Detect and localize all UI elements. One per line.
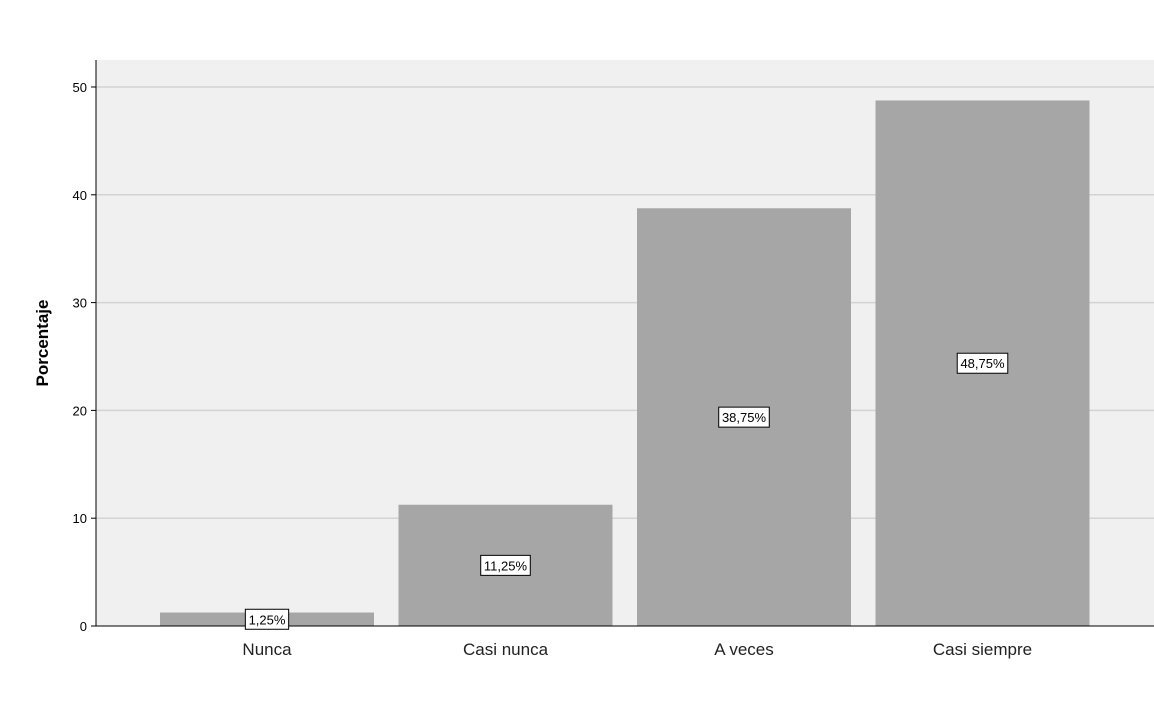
data-label: 48,75% xyxy=(956,352,1009,374)
x-category-label: A veces xyxy=(714,640,774,659)
y-tick-label: 50 xyxy=(73,80,87,95)
data-label: 1,25% xyxy=(244,608,290,630)
x-category-label: Nunca xyxy=(242,640,292,659)
data-label-box xyxy=(718,406,770,428)
data-label: 38,75% xyxy=(718,406,770,428)
y-tick-label: 40 xyxy=(73,188,87,203)
data-label-box xyxy=(480,554,531,576)
x-category-label: Casi siempre xyxy=(933,640,1032,659)
data-label: 11,25% xyxy=(480,554,531,576)
y-axis-label: Porcentaje xyxy=(33,300,52,387)
y-tick-label: 0 xyxy=(80,619,87,634)
x-category-labels: Nunca Casi nunca A veces Casi siempre xyxy=(242,640,1032,659)
x-category-label: Casi nunca xyxy=(463,640,549,659)
data-labels: 1,25% 11,25% 38,75% 48,75% xyxy=(244,352,1009,630)
data-label-box xyxy=(956,352,1009,374)
data-label-text: 48,75% xyxy=(960,356,1005,371)
y-tick-label: 30 xyxy=(73,296,87,311)
data-label-text: 38,75% xyxy=(722,410,767,425)
y-tick-label: 20 xyxy=(73,403,87,418)
y-tick-label: 10 xyxy=(73,511,87,526)
data-label-text: 11,25% xyxy=(484,558,528,573)
data-label-box xyxy=(244,608,290,630)
data-label-text: 1,25% xyxy=(249,612,286,627)
y-tick-labels: 0 10 20 30 40 50 xyxy=(73,80,87,634)
